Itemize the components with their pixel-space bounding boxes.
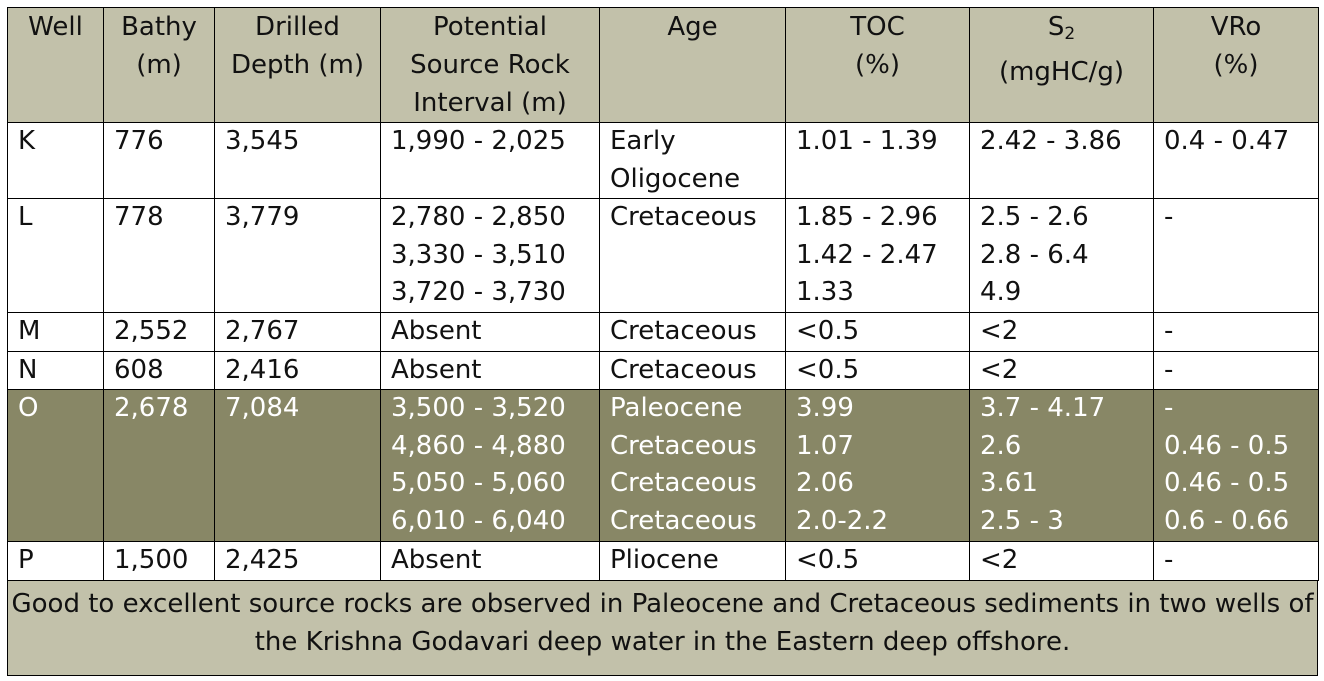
cell-well: L <box>7 198 104 313</box>
cell-interval: Absent <box>380 312 600 352</box>
cell-vro: - <box>1153 312 1319 352</box>
cell-depth: 2,425 <box>214 541 381 581</box>
cell-toc: 3.99 1.07 2.06 2.0-2.2 <box>785 389 970 542</box>
cell-depth: 7,084 <box>214 389 381 542</box>
cell-depth: 3,779 <box>214 198 381 313</box>
header-drilled-depth: Drilled Depth (m) <box>214 7 381 123</box>
cell-well: O <box>7 389 104 542</box>
header-toc: TOC (%) <box>785 7 970 123</box>
cell-vro: - <box>1153 541 1319 581</box>
cell-s2: 3.7 - 4.17 2.6 3.61 2.5 - 3 <box>969 389 1154 542</box>
header-age: Age <box>599 7 786 123</box>
cell-age: Early Oligocene <box>599 122 786 199</box>
cell-s2: 2.5 - 2.6 2.8 - 6.4 4.9 <box>969 198 1154 313</box>
footer-line: Good to excellent source rocks are obser… <box>11 588 1314 619</box>
cell-bathy: 2,552 <box>103 312 215 352</box>
cell-age: Cretaceous <box>599 312 786 352</box>
source-rock-table: Well Bathy (m) Drilled Depth (m) Potenti… <box>7 7 1319 581</box>
table-row: N 608 2,416 Absent Cretaceous <0.5 <2 - <box>7 350 1319 390</box>
table-row: K 776 3,545 1,990 - 2,025 Early Oligocen… <box>7 122 1319 199</box>
cell-vro: - <box>1153 198 1319 313</box>
cell-vro: - 0.46 - 0.5 0.46 - 0.5 0.6 - 0.66 <box>1153 389 1319 542</box>
s2-subscript: 2 <box>1064 24 1076 44</box>
cell-toc: <0.5 <box>785 312 970 352</box>
footer-line: the Krishna Godavari deep water in the E… <box>254 626 1071 657</box>
table-row: P 1,500 2,425 Absent Pliocene <0.5 <2 - <box>7 541 1319 581</box>
cell-well: N <box>7 350 104 390</box>
cell-vro: 0.4 - 0.47 <box>1153 122 1319 199</box>
cell-interval: Absent <box>380 541 600 581</box>
cell-bathy: 1,500 <box>103 541 215 581</box>
table-row: L 778 3,779 2,780 - 2,850 3,330 - 3,510 … <box>7 198 1319 313</box>
table-row-highlighted: O 2,678 7,084 3,500 - 3,520 4,860 - 4,88… <box>7 389 1319 542</box>
s2-symbol: S <box>1047 12 1065 42</box>
cell-depth: 2,767 <box>214 312 381 352</box>
cell-bathy: 778 <box>103 198 215 313</box>
cell-toc: 1.85 - 2.96 1.42 - 2.47 1.33 <box>785 198 970 313</box>
cell-toc: 1.01 - 1.39 <box>785 122 970 199</box>
summary-footer: Good to excellent source rocks are obser… <box>7 580 1318 676</box>
cell-toc: <0.5 <box>785 350 970 390</box>
header-vro: VRo (%) <box>1153 7 1319 123</box>
cell-s2: <2 <box>969 350 1154 390</box>
header-source-rock-interval: Potential Source Rock Interval (m) <box>380 7 600 123</box>
cell-well: P <box>7 541 104 581</box>
cell-bathy: 776 <box>103 122 215 199</box>
cell-toc: <0.5 <box>785 541 970 581</box>
header-s2: S2 (mgHC/g) <box>969 7 1154 123</box>
cell-depth: 2,416 <box>214 350 381 390</box>
cell-vro: - <box>1153 350 1319 390</box>
cell-s2: <2 <box>969 312 1154 352</box>
cell-interval: 1,990 - 2,025 <box>380 122 600 199</box>
table-row: M 2,552 2,767 Absent Cretaceous <0.5 <2 … <box>7 312 1319 352</box>
cell-age: Cretaceous <box>599 350 786 390</box>
cell-interval: 2,780 - 2,850 3,330 - 3,510 3,720 - 3,73… <box>380 198 600 313</box>
header-well: Well <box>7 7 104 123</box>
cell-s2: <2 <box>969 541 1154 581</box>
header-bathy: Bathy (m) <box>103 7 215 123</box>
cell-age: Cretaceous <box>599 198 786 313</box>
cell-s2: 2.42 - 3.86 <box>969 122 1154 199</box>
cell-bathy: 608 <box>103 350 215 390</box>
cell-bathy: 2,678 <box>103 389 215 542</box>
cell-well: K <box>7 122 104 199</box>
cell-well: M <box>7 312 104 352</box>
cell-age: Pliocene <box>599 541 786 581</box>
cell-age: Paleocene Cretaceous Cretaceous Cretaceo… <box>599 389 786 542</box>
cell-depth: 3,545 <box>214 122 381 199</box>
cell-interval: 3,500 - 3,520 4,860 - 4,880 5,050 - 5,06… <box>380 389 600 542</box>
cell-interval: Absent <box>380 350 600 390</box>
source-rock-table-container: Well Bathy (m) Drilled Depth (m) Potenti… <box>7 7 1319 676</box>
header-row: Well Bathy (m) Drilled Depth (m) Potenti… <box>7 7 1319 123</box>
